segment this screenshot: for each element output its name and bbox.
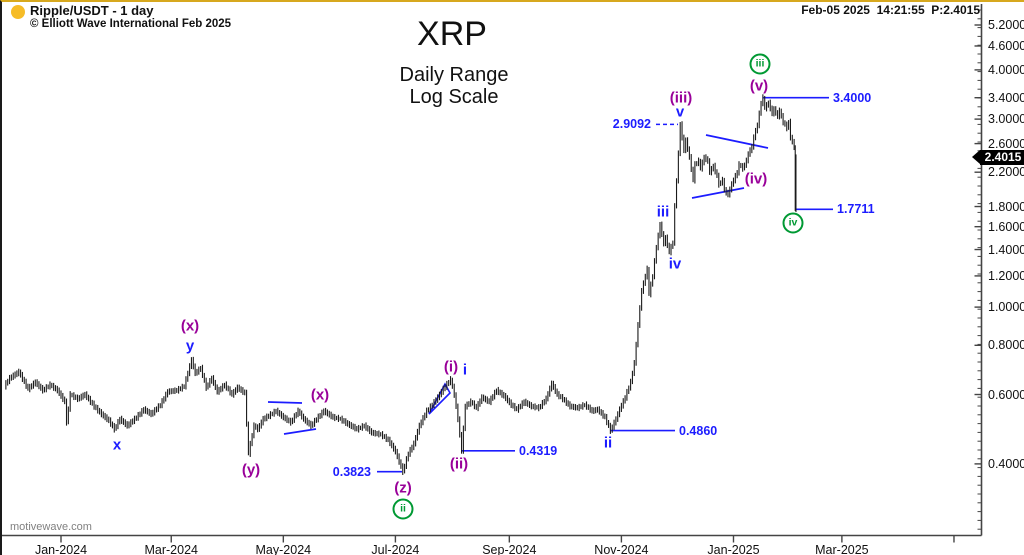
price-level-label: 0.3823	[332, 464, 371, 479]
y-axis-label: 4.6000	[988, 38, 1024, 53]
y-axis-label: 1.4000	[988, 242, 1024, 257]
wave-label-purple: (iv)	[744, 170, 768, 188]
wave-label-blue: iii	[656, 203, 670, 221]
wave-label-purple: (ii)	[449, 455, 469, 473]
wave-label-blue: y	[185, 337, 195, 355]
price-level-label: 0.4319	[519, 443, 558, 458]
x-axis-label: Jul-2024	[371, 543, 420, 555]
last-price-arrow-icon	[972, 150, 980, 164]
x-axis-label: Sep-2024	[482, 543, 537, 555]
wave-label-purple: (i)	[443, 358, 459, 376]
price-level-label: 0.4860	[679, 423, 718, 438]
wave-label-blue: i	[462, 361, 468, 379]
y-axis-label: 1.2000	[988, 268, 1024, 283]
trendline	[267, 401, 303, 404]
last-price-badge: 2.4015	[980, 150, 1024, 165]
y-axis-label: 0.4000	[988, 456, 1024, 471]
y-axis-label: 2.6000	[988, 136, 1024, 151]
wave-label-purple: (x)	[180, 317, 200, 335]
y-axis-label: 0.6000	[988, 387, 1024, 402]
trendline	[283, 428, 317, 435]
wave-label-blue: v	[675, 103, 685, 121]
trendline	[705, 134, 769, 149]
y-axis-label: 0.8000	[988, 338, 1024, 353]
chart-subtitle-scale: Log Scale	[409, 86, 499, 108]
x-axis-label: Jan-2024	[34, 543, 88, 555]
x-axis-label: May-2024	[255, 543, 312, 555]
cursor-timestamp: Feb-05 2025 14:21:55 P:2.4015	[801, 3, 980, 17]
wave-label-purple: (iii)	[669, 89, 693, 107]
x-axis-label: Mar-2024	[144, 543, 198, 555]
y-axis-label: 3.0000	[988, 112, 1024, 127]
copyright-text: © Elliott Wave International Feb 2025	[30, 18, 232, 30]
chart-title: XRP	[417, 15, 487, 53]
price-level-label: 2.9092	[612, 117, 651, 132]
price-level-label: 1.7711	[837, 202, 875, 217]
wave-label-green-circled: iv	[782, 212, 804, 234]
price-level-label: 3.4000	[833, 90, 872, 105]
wave-label-blue: iv	[668, 255, 682, 273]
wave-label-green-circled: ii	[392, 498, 414, 520]
chart-subtitle-range: Daily Range	[399, 64, 509, 86]
y-axis-label: 1.6000	[988, 219, 1024, 234]
wave-label-purple: (y)	[241, 461, 261, 479]
wave-label-green-circled: iii	[749, 53, 771, 75]
motivewave-watermark: motivewave.com	[10, 521, 92, 533]
x-axis-label: Jan-2025	[707, 543, 760, 555]
wave-label-blue: ii	[603, 434, 613, 452]
wave-label-purple: (z)	[394, 479, 412, 497]
trendline	[691, 187, 745, 199]
y-axis-label: 4.0000	[988, 62, 1024, 77]
y-axis-label: 1.0000	[988, 300, 1024, 315]
instrument-title: Ripple/USDT - 1 day	[30, 3, 154, 18]
x-axis-label: Nov-2024	[594, 543, 649, 555]
y-axis-label: 2.2000	[988, 165, 1024, 180]
wave-label-blue: x	[112, 436, 122, 454]
x-axis-label: Mar-2025	[815, 543, 869, 555]
wave-label-purple: (v)	[749, 77, 769, 95]
wave-label-purple: (x)	[310, 386, 330, 404]
instrument-dot-icon	[11, 5, 25, 19]
y-axis-label: 5.2000	[988, 18, 1024, 32]
y-axis-label: 3.4000	[988, 90, 1024, 105]
y-axis-label: 1.8000	[988, 199, 1024, 214]
wedge-trendline	[428, 382, 451, 415]
